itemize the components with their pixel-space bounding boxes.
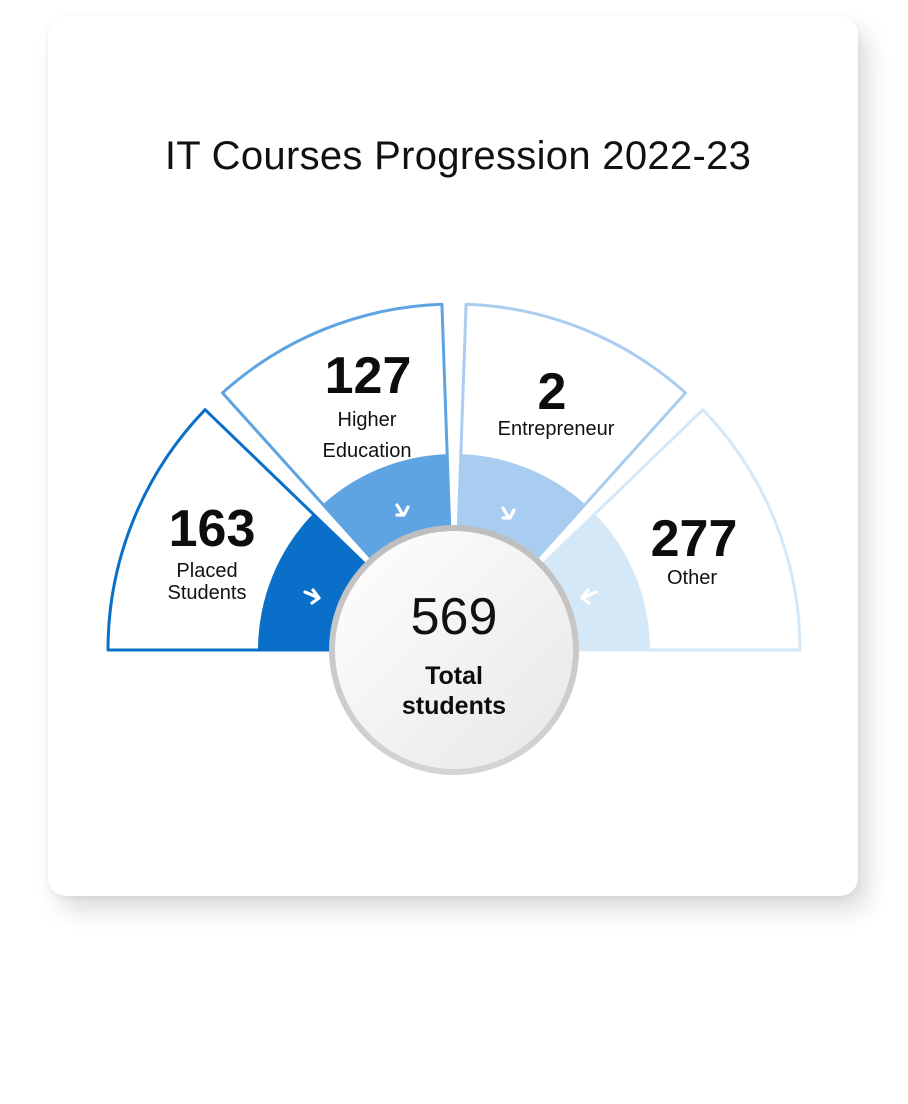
total-circle: 569 Total students xyxy=(329,525,579,775)
total-disc xyxy=(335,531,573,769)
segment-value: 2 xyxy=(538,363,567,421)
arrow-icon xyxy=(303,588,321,605)
arrow-icon xyxy=(580,588,598,605)
segment-label: Placed xyxy=(176,560,237,582)
segment-label: Other xyxy=(667,567,717,589)
total-value: 569 xyxy=(411,588,498,646)
segment-label: Education xyxy=(323,440,412,462)
segment-label: Students xyxy=(168,582,247,604)
segment-value: 277 xyxy=(651,510,738,568)
segment-value: 127 xyxy=(325,347,412,405)
arrow-icon xyxy=(501,506,516,520)
segment-label: Entrepreneur xyxy=(498,418,615,440)
arrow-icon xyxy=(395,503,410,517)
total-label-line2: students xyxy=(402,692,506,720)
segment-value: 163 xyxy=(169,500,256,558)
total-label-line1: Total xyxy=(425,662,483,690)
segment-label: Higher xyxy=(338,409,397,431)
chart-title: IT Courses Progression 2022-23 xyxy=(164,134,752,178)
